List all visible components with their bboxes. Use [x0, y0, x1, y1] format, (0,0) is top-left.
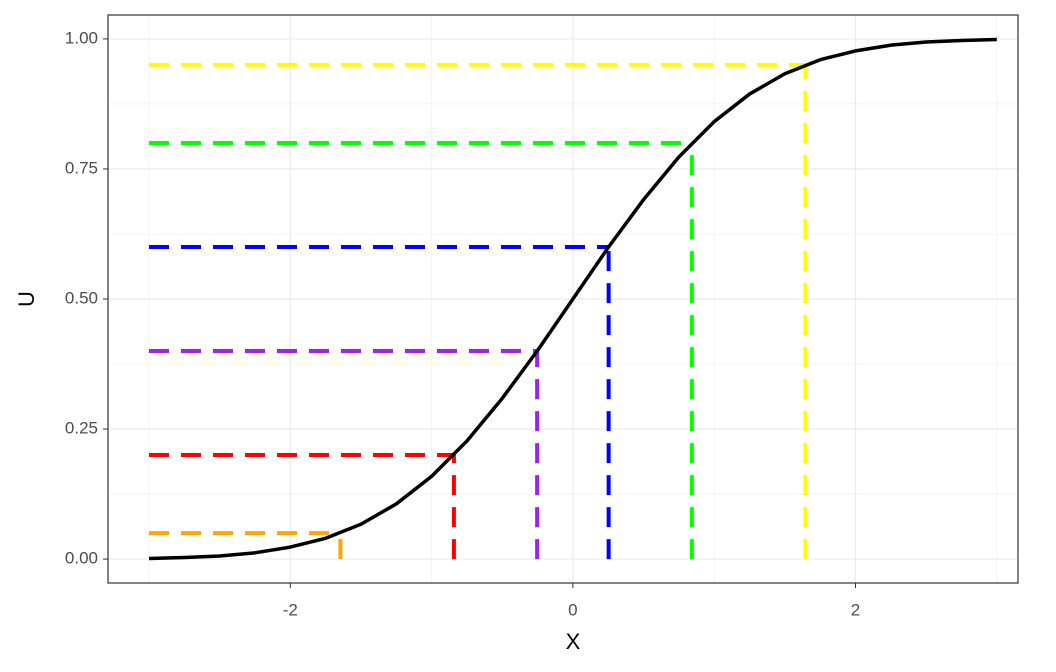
x-tick-label: 0	[568, 600, 577, 619]
y-axis-title: U	[14, 291, 39, 307]
y-tick-label: 0.00	[65, 549, 98, 568]
panel-border	[107, 14, 1019, 584]
y-tick-label: 1.00	[65, 28, 98, 47]
y-tick-label: 0.25	[65, 419, 98, 438]
y-tick-label: 0.50	[65, 288, 98, 307]
cdf-line	[148, 37, 997, 561]
x-tick-label: 2	[851, 600, 860, 619]
x-tick-label: -2	[283, 600, 298, 619]
y-tick-label: 0.75	[65, 158, 98, 177]
x-axis-title: X	[566, 629, 581, 654]
